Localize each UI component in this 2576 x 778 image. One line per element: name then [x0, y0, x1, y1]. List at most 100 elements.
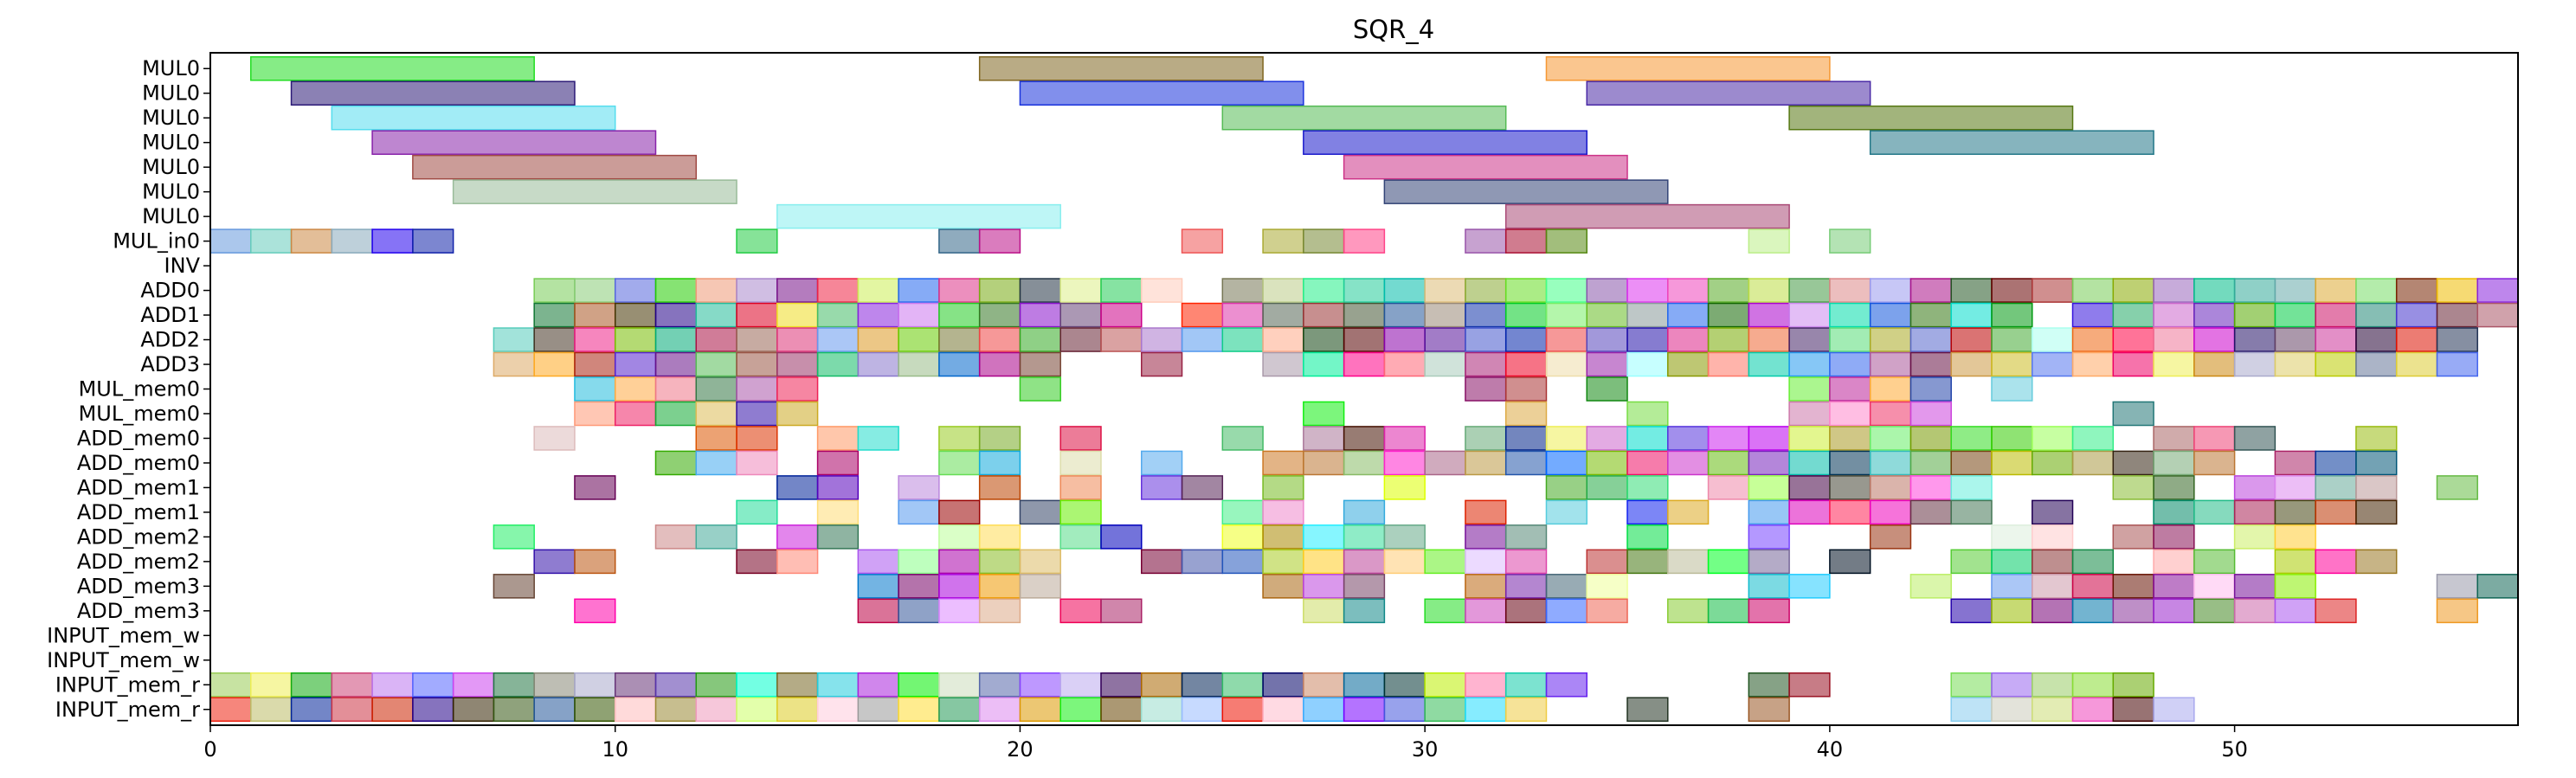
task-bar-row12-5	[695, 351, 737, 377]
task-bar-row11-21	[1343, 327, 1386, 352]
task-bar-row22-21	[2112, 598, 2154, 624]
task-bar-row25-34	[1748, 672, 1790, 698]
task-bar-row25-23	[1141, 672, 1183, 698]
y-tick-label: ADD3	[140, 352, 200, 376]
task-bar-row12-43	[2395, 351, 2438, 377]
task-bar-row12-42	[2355, 351, 2398, 377]
task-bar-row10-4	[695, 302, 737, 328]
task-bar-row16-24	[1909, 450, 1952, 476]
task-bar-row12-11	[938, 351, 981, 377]
task-bar-row11-34	[1869, 327, 1912, 352]
task-bar-row11-43	[2233, 327, 2277, 352]
task-bar-row16-26	[1991, 450, 2033, 476]
task-bar-row26-39	[2112, 697, 2154, 723]
task-bar-row26-28	[1343, 697, 1386, 723]
task-bar-row11-14	[1059, 327, 1102, 352]
task-bar-row21-21	[2193, 574, 2236, 599]
task-bar-row20-18	[1504, 549, 1548, 575]
task-bar-row9-23	[1504, 278, 1548, 303]
task-bar-row19-21	[2112, 524, 2154, 550]
task-bar-row2-1	[1221, 105, 1507, 131]
task-bar-row18-21	[2193, 499, 2236, 525]
task-bar-row22-22	[2153, 598, 2195, 624]
task-bar-row26-21	[1059, 697, 1102, 723]
task-bar-row7-10	[1262, 228, 1304, 254]
task-bar-row9-7	[816, 278, 860, 303]
task-bar-row20-29	[2153, 549, 2195, 575]
task-bar-row15-0	[533, 426, 576, 451]
task-bar-row26-22	[1100, 697, 1143, 723]
y-tick-label: MUL_mem0	[79, 402, 200, 426]
task-bar-row10-2	[614, 302, 657, 328]
task-bar-row20-7	[978, 549, 1021, 575]
task-bar-row11-25	[1504, 327, 1548, 352]
task-bar-row11-3	[614, 327, 657, 352]
task-bar-row7-2	[290, 228, 333, 254]
task-bar-row15-28	[2153, 426, 2195, 451]
task-bar-row9-38	[2112, 278, 2154, 303]
task-bar-row11-7	[776, 327, 819, 352]
task-bar-row9-39	[2153, 278, 2195, 303]
task-bar-row18-15	[1829, 499, 1871, 525]
task-bar-row15-1	[695, 426, 737, 451]
task-bar-row11-41	[2153, 327, 2195, 352]
task-bar-row15-6	[978, 426, 1021, 451]
task-bar-row22-8	[1343, 598, 1386, 624]
task-bar-row26-32	[1504, 697, 1548, 723]
task-bar-row10-5	[736, 302, 778, 328]
task-bar-row9-45	[2395, 278, 2438, 303]
task-bar-row4-0	[412, 154, 698, 180]
task-bar-row20-9	[1141, 549, 1183, 575]
task-bar-row12-34	[2031, 351, 2074, 377]
task-bar-row26-12	[695, 697, 737, 723]
task-bar-row11-11	[938, 327, 981, 352]
task-bar-row15-8	[1221, 426, 1264, 451]
task-bar-row25-30	[1424, 672, 1466, 698]
task-bar-row22-2	[898, 598, 940, 624]
x-tick-label: 20	[1007, 737, 1034, 762]
task-bar-row17-13	[1707, 475, 1750, 500]
task-bar-row12-22	[1545, 351, 1587, 377]
task-bar-row13-12	[1869, 376, 1912, 402]
task-bar-row25-11	[654, 672, 698, 698]
task-bar-row10-16	[1221, 302, 1264, 328]
task-bar-row12-20	[1465, 351, 1507, 377]
task-bar-row12-3	[614, 351, 657, 377]
task-bar-row20-23	[1748, 549, 1790, 575]
task-bar-row19-19	[1991, 524, 2033, 550]
y-tick-label: ADD_mem0	[77, 426, 200, 450]
task-bar-row15-25	[1991, 426, 2033, 451]
task-bar-row16-32	[2274, 450, 2316, 476]
task-bar-row11-35	[1909, 327, 1952, 352]
task-bar-row10-13	[1059, 302, 1102, 328]
task-bar-row26-9	[574, 697, 616, 723]
y-tick-label: ADD_mem1	[77, 475, 200, 499]
task-bar-row11-44	[2274, 327, 2316, 352]
task-bar-row14-1	[614, 401, 657, 427]
task-bar-row9-41	[2233, 278, 2277, 303]
task-bar-row16-4	[938, 450, 981, 476]
task-bar-row21-4	[978, 574, 1021, 599]
task-bar-row14-4	[736, 401, 778, 427]
y-tick-label: ADD_mem1	[77, 500, 200, 524]
task-bar-row17-21	[2153, 475, 2195, 500]
task-bar-row26-16	[857, 697, 899, 723]
task-bar-row9-9	[898, 278, 940, 303]
task-bar-row6-0	[776, 203, 1061, 229]
task-bar-row13-5	[776, 376, 819, 402]
task-bar-row15-23	[1909, 426, 1952, 451]
task-bar-row16-12	[1424, 450, 1466, 476]
y-tick-label: ADD0	[140, 279, 200, 303]
task-bar-row20-14	[1343, 549, 1386, 575]
task-bar-row25-2	[290, 672, 333, 698]
task-bar-row11-28	[1626, 327, 1669, 352]
task-bar-row12-33	[1991, 351, 2033, 377]
task-bar-row20-1	[574, 549, 616, 575]
task-bar-row17-16	[1829, 475, 1871, 500]
task-bar-row11-5	[695, 327, 737, 352]
task-bar-row10-0	[533, 302, 576, 328]
task-bar-row9-1	[574, 278, 616, 303]
task-bar-row18-8	[1343, 499, 1386, 525]
task-bar-row10-41	[2274, 302, 2316, 328]
task-bar-row20-4	[857, 549, 899, 575]
